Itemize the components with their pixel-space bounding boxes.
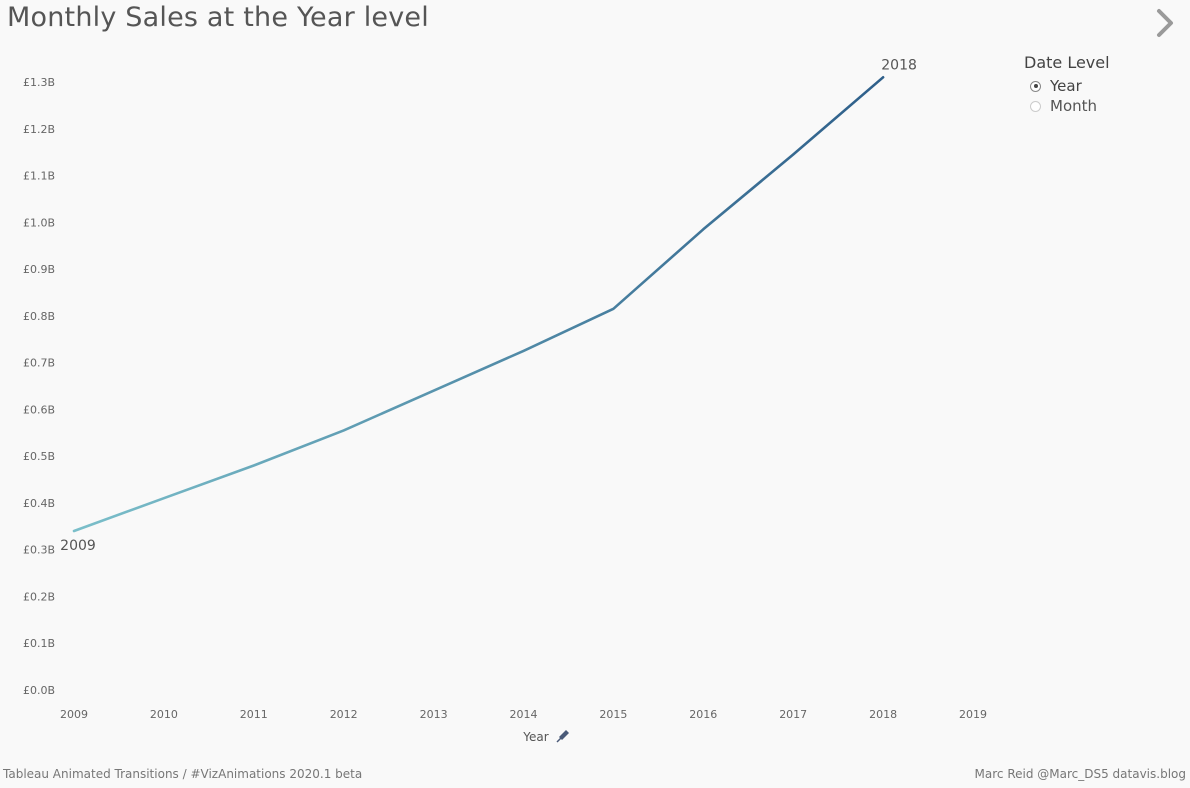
y-tick-label: £0.8B bbox=[23, 310, 55, 323]
data-point[interactable] bbox=[878, 72, 888, 82]
data-point[interactable] bbox=[608, 304, 618, 314]
radio-label-year: Year bbox=[1050, 77, 1082, 95]
y-tick-label: £0.0B bbox=[23, 684, 55, 697]
series-layer bbox=[69, 72, 888, 536]
radio-selected-icon[interactable] bbox=[1030, 80, 1041, 92]
y-tick-label: £0.4B bbox=[23, 497, 55, 510]
pin-icon[interactable] bbox=[556, 730, 569, 743]
start-year-label: 2009 bbox=[60, 538, 96, 554]
chevron-right-icon[interactable] bbox=[1150, 6, 1180, 40]
series-line[interactable] bbox=[72, 76, 885, 533]
radio-option-year[interactable]: Year bbox=[1024, 76, 1110, 96]
x-tick-label: 2017 bbox=[779, 708, 807, 721]
x-axis: 2009 2010 2011 2012 2013 2014 2015 2016 2017 2018… bbox=[60, 708, 987, 721]
x-tick-label: 2015 bbox=[599, 708, 627, 721]
x-tick-label: 2011 bbox=[240, 708, 268, 721]
radio-unselected-icon[interactable] bbox=[1030, 100, 1041, 112]
radio-label-month: Month bbox=[1050, 97, 1098, 115]
y-tick-label: £1.1B bbox=[23, 170, 55, 183]
y-tick-label: £0.3B bbox=[23, 544, 55, 557]
annotation-layer: 2009 2018 bbox=[60, 57, 917, 554]
legend-title: Date Level bbox=[1024, 53, 1110, 72]
data-point[interactable] bbox=[339, 425, 349, 435]
radio-option-month[interactable]: Month bbox=[1024, 96, 1110, 116]
data-point[interactable] bbox=[69, 526, 79, 536]
chart-title: Monthly Sales at the Year level bbox=[7, 2, 429, 33]
x-tick-label: 2019 bbox=[959, 708, 987, 721]
data-point[interactable] bbox=[159, 493, 169, 503]
data-point[interactable] bbox=[698, 224, 708, 234]
y-tick-label: £0.9B bbox=[23, 263, 55, 276]
footer-credits: Tableau Animated Transitions / #VizAnima… bbox=[3, 767, 363, 781]
y-tick-label: £0.2B bbox=[23, 590, 55, 603]
y-tick-label: £0.6B bbox=[23, 403, 55, 416]
x-tick-label: 2018 bbox=[869, 708, 897, 721]
x-axis-title-group[interactable]: Year bbox=[522, 730, 569, 744]
y-tick-label: £1.3B bbox=[23, 76, 55, 89]
y-tick-label: £1.2B bbox=[23, 123, 55, 136]
y-tick-label: £1.0B bbox=[23, 216, 55, 229]
x-tick-label: 2014 bbox=[510, 708, 538, 721]
data-point[interactable] bbox=[249, 461, 259, 471]
x-tick-label: 2016 bbox=[689, 708, 717, 721]
date-level-legend: Date Level Year Month bbox=[1024, 53, 1110, 116]
x-tick-label: 2010 bbox=[150, 708, 178, 721]
line-chart: £0.0B £0.1B £0.2B £0.3B £0.4B £0.5B £0.6B £0.7B… bbox=[23, 57, 987, 744]
y-tick-label: £0.5B bbox=[23, 450, 55, 463]
x-tick-label: 2012 bbox=[330, 708, 358, 721]
y-tick-label: £0.1B bbox=[23, 637, 55, 650]
data-point[interactable] bbox=[788, 149, 798, 159]
x-axis-title: Year bbox=[522, 730, 548, 744]
y-axis: £0.0B £0.1B £0.2B £0.3B £0.4B £0.5B £0.6B £0.7B… bbox=[23, 76, 55, 697]
x-tick-label: 2009 bbox=[60, 708, 88, 721]
end-year-label: 2018 bbox=[881, 57, 917, 73]
y-tick-label: £0.7B bbox=[23, 357, 55, 370]
x-tick-label: 2013 bbox=[420, 708, 448, 721]
data-point[interactable] bbox=[429, 386, 439, 396]
data-point[interactable] bbox=[519, 346, 529, 356]
footer-author: Marc Reid @Marc_DS5 datavis.blog bbox=[974, 767, 1186, 781]
